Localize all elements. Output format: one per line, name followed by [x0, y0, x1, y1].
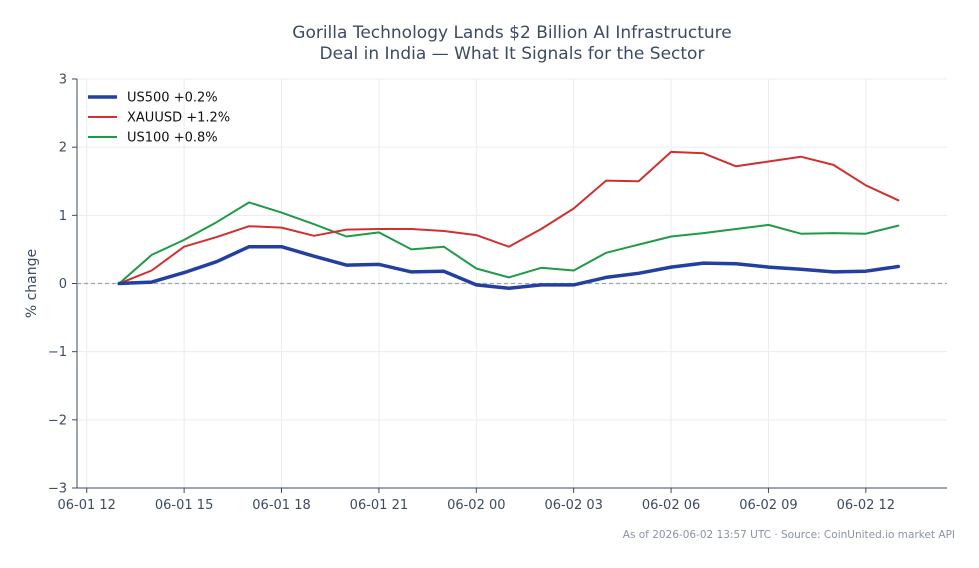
x-tick-label: 06-02 09	[739, 498, 797, 513]
legend-label: US100 +0.8%	[127, 131, 218, 146]
footnote: As of 2026-06-02 13:57 UTC · Source: Coi…	[623, 529, 955, 541]
series-line-0	[117, 244, 901, 291]
y-tick-label: −1	[48, 345, 67, 360]
series-line-2	[118, 201, 900, 285]
series-line-1	[118, 150, 900, 285]
x-tick-label: 06-01 12	[58, 498, 116, 513]
legend-label: XAUUSD +1.2%	[127, 111, 230, 126]
x-tick-label: 06-02 12	[837, 498, 895, 513]
footnote-text: As of 2026-06-02 13:57 UTC · Source: Coi…	[623, 529, 955, 541]
y-axis-label: % change	[24, 249, 40, 318]
legend: US500 +0.2% XAUUSD +1.2% US100 +0.8%	[88, 91, 230, 146]
y-tick-label: 2	[59, 141, 67, 156]
y-tick-label: 3	[59, 73, 67, 88]
x-tick-label: 06-02 03	[544, 498, 602, 513]
series-lines	[77, 150, 947, 291]
chart-title-line: Deal in India — What It Signals for the …	[320, 44, 705, 64]
y-tick-label: −2	[48, 413, 67, 428]
x-tick-label: 06-01 15	[155, 498, 213, 513]
y-tick-label: −3	[48, 482, 67, 497]
x-tick-label: 06-01 21	[350, 498, 408, 513]
legend-label: US500 +0.2%	[127, 91, 218, 106]
chart-title: Gorilla Technology Lands $2 Billion AI I…	[292, 23, 731, 64]
x-tick-label: 06-02 00	[447, 498, 505, 513]
axes: 3 2 1 0 −1 −2 −306-01 12 06-01 15 06-01 18 06-01 …	[24, 73, 947, 513]
x-tick-label: 06-01 18	[252, 498, 310, 513]
y-tick-label: 0	[59, 277, 67, 292]
y-tick-label: 1	[59, 209, 67, 224]
chart-title-line: Gorilla Technology Lands $2 Billion AI I…	[292, 23, 731, 43]
x-tick-label: 06-02 06	[642, 498, 700, 513]
